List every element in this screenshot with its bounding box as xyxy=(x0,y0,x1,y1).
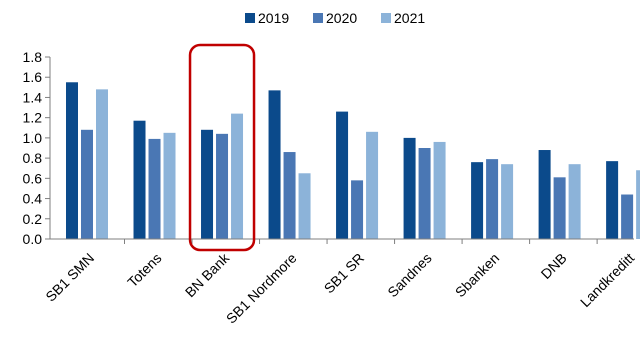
legend-label: 2020 xyxy=(326,10,357,26)
highlight-box xyxy=(188,43,256,252)
bars-group xyxy=(66,82,640,240)
y-tick-label: 0.6 xyxy=(23,170,43,186)
bar-2020 xyxy=(621,194,634,239)
bar-2020 xyxy=(283,152,296,239)
x-category-label: BN Bank xyxy=(182,249,233,300)
bar-2019 xyxy=(336,111,349,239)
y-tick-label: 0.2 xyxy=(23,211,43,227)
bar-2020 xyxy=(418,148,431,239)
bar-2019 xyxy=(471,162,484,239)
legend-swatch xyxy=(313,13,323,23)
y-tick-label: 1.8 xyxy=(23,49,43,65)
bar-2019 xyxy=(66,82,78,240)
y-axis: 0.0 0.2 0.4 0.6 0.8 1.0 1.2 1.4 1.6 1.8 xyxy=(23,49,51,247)
y-tick-label: 1.2 xyxy=(23,110,43,126)
category-group xyxy=(538,150,581,239)
y-tick-label: 0.4 xyxy=(23,191,43,207)
category-group xyxy=(606,161,640,239)
bar-2019 xyxy=(538,150,551,239)
legend-item: 2019 xyxy=(245,10,289,26)
bar-2020 xyxy=(148,138,161,239)
bar-2021 xyxy=(298,173,311,239)
bar-2021 xyxy=(501,164,514,239)
x-category-label: Landkreditt xyxy=(577,250,637,310)
bar-2021 xyxy=(568,164,581,239)
y-tick-label: 0.0 xyxy=(23,231,43,247)
bar-2020 xyxy=(553,177,566,239)
category-group xyxy=(66,82,108,240)
y-tick-label: 1.6 xyxy=(23,69,43,85)
bar-2019 xyxy=(403,137,416,239)
category-group xyxy=(336,111,379,239)
x-category-label: SB1 SR xyxy=(321,250,368,297)
bar-2020 xyxy=(351,180,364,239)
bar-2021 xyxy=(163,132,176,239)
bar-2021 xyxy=(96,89,108,239)
x-category-label: Totens xyxy=(124,250,164,290)
bar-2020 xyxy=(81,129,93,239)
category-group xyxy=(471,159,514,239)
bar-2019 xyxy=(133,120,146,239)
bar-2019 xyxy=(268,90,281,239)
legend-item: 2021 xyxy=(381,10,425,26)
y-tick-label: 1.0 xyxy=(23,130,43,146)
bar-2021 xyxy=(636,170,640,239)
category-group xyxy=(268,90,311,239)
category-group xyxy=(201,113,244,239)
legend-label: 2021 xyxy=(394,10,425,26)
bar-2020 xyxy=(216,133,229,239)
category-group xyxy=(403,137,446,239)
x-category-label: SB1 Nordmore xyxy=(223,250,300,327)
category-group xyxy=(133,120,176,239)
bar-2021 xyxy=(433,141,446,239)
y-tick-label: 1.4 xyxy=(23,89,43,105)
x-category-label: Sandnes xyxy=(384,250,434,300)
legend-item: 2020 xyxy=(313,10,357,26)
legend-label: 2019 xyxy=(258,10,289,26)
bar-2021 xyxy=(231,113,244,239)
legend-swatch xyxy=(381,13,391,23)
x-category-label: SB1 SMN xyxy=(42,250,97,305)
legend-swatch xyxy=(245,13,255,23)
bar-2019 xyxy=(606,161,619,239)
x-category-label: Sbanken xyxy=(452,250,502,300)
x-category-label: DNB xyxy=(538,250,570,282)
bar-2021 xyxy=(366,131,379,239)
bar-2020 xyxy=(486,159,499,239)
legend: 2019 2020 2021 xyxy=(245,10,425,26)
bar-2019 xyxy=(201,129,214,239)
y-tick-label: 0.8 xyxy=(23,150,43,166)
